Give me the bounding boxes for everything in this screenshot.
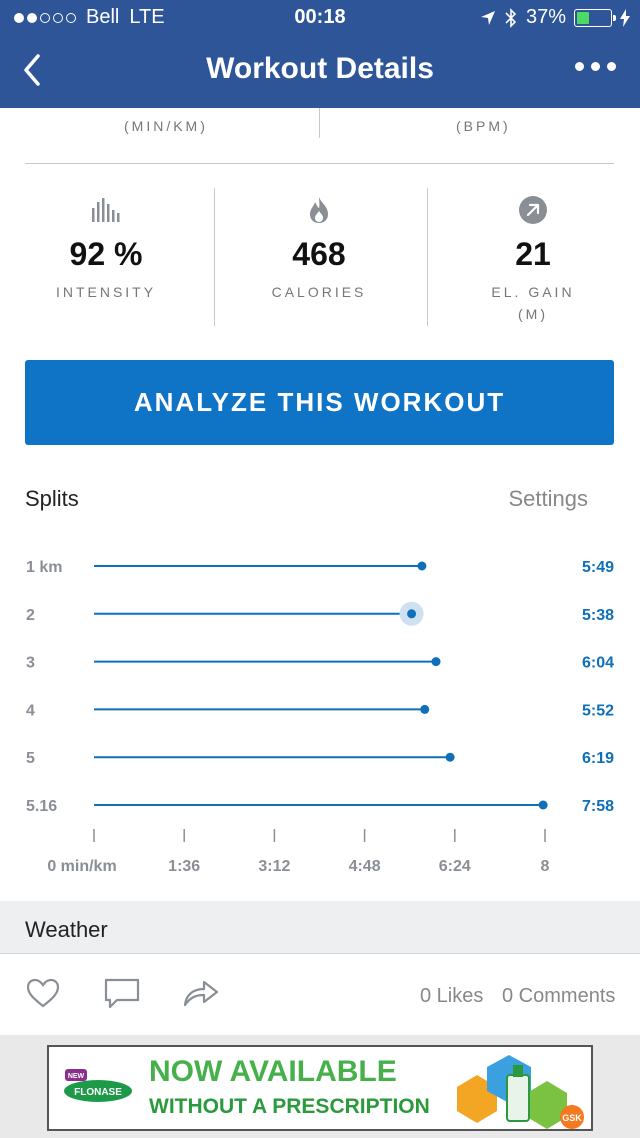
network-type: LTE [129,6,165,28]
split-value: 5:38 [582,607,614,624]
top-bar: Bell LTE 00:18 37% Workout Details [0,0,640,108]
x-tick-label: 3:12 [258,858,290,875]
bar-chart-icon [92,198,120,222]
divider [214,188,215,326]
ad-brand: FLONASE [74,1087,122,1098]
heart-icon[interactable] [25,977,61,1009]
split-point [417,561,427,571]
arrow-up-right-icon [519,196,547,224]
status-bar: Bell LTE 00:18 37% [0,0,640,36]
split-point [431,657,441,667]
ad-corner-logo: GSK [562,1113,582,1123]
split-label: 1 km [26,559,62,576]
analyze-workout-button[interactable]: ANALYZE THIS WORKOUT [25,360,614,445]
split-point [538,800,548,810]
bluetooth-icon [505,7,517,28]
comment-icon[interactable] [103,977,141,1011]
calories-value: 468 [292,236,346,272]
elevation-value: 21 [515,236,551,272]
weather-section[interactable]: Weather [0,901,640,954]
divider [427,188,428,326]
split-label: 4 [26,702,35,719]
ad-brand-top: NEW [68,1073,85,1080]
split-value: 6:19 [582,750,614,767]
page-title: Workout Details [206,52,434,85]
ad-headline: NOW AVAILABLE [149,1055,397,1088]
comments-count[interactable]: 0 Comments [502,985,616,1007]
divider [319,108,320,138]
splits-settings-link[interactable]: Settings [508,486,589,511]
splits-chart: 1 km 5:49 2 5:38 3 6:04 4 5:52 5 6:19 5.16 7:58 0 mi… [26,559,614,875]
flonase-logo: NEW FLONASE [64,1069,132,1102]
intensity-label: INTENSITY [55,284,157,300]
x-tick-label: 4:48 [349,858,381,875]
split-value: 7:58 [582,798,614,815]
calories-label: CALORIES [271,284,367,300]
split-value: 5:49 [582,559,614,576]
signal-strength [14,12,76,23]
split-label: 2 [26,607,35,624]
flame-icon [310,197,328,223]
heart-rate-unit: (BPM) [456,118,511,134]
elevation-unit: (M) [518,306,548,322]
splits-title: Splits [25,486,79,511]
split-label: 5.16 [26,798,57,815]
battery-percent: 37% [525,6,566,28]
split-point [407,609,417,619]
ad-banner[interactable]: NEW FLONASE NOW AVAILABLE WITHOUT A PRES… [47,1045,593,1131]
ad-banner-area: NEW FLONASE NOW AVAILABLE WITHOUT A PRES… [0,1035,640,1138]
carrier: Bell [86,6,120,28]
x-tick-label: 1:36 [168,858,200,875]
divider [25,163,614,164]
ad-subline: WITHOUT A PRESCRIPTION [149,1095,430,1118]
split-value: 5:52 [582,702,614,719]
intensity-value: 92 % [69,236,143,272]
share-icon[interactable] [182,977,220,1009]
elevation-label: EL. GAIN (M) [491,284,575,322]
stat-calories: 468 CALORIES [224,190,414,303]
split-label: 5 [26,750,35,767]
x-tick-label: 0 min/km [47,858,116,875]
split-value: 6:04 [582,655,614,672]
charging-icon [620,8,630,27]
more-dots-icon[interactable] [575,62,616,71]
social-bar: 0 Likes 0 Comments [0,955,640,1035]
x-tick-label: 6:24 [439,858,471,875]
units-row: (MIN/KM) (BPM) [0,108,640,164]
stat-intensity: 92 % INTENSITY [11,190,201,303]
x-tick-label: 8 [541,858,550,875]
stat-elevation: 21 EL. GAIN (M) [438,190,628,325]
likes-count[interactable]: 0 Likes [420,985,484,1007]
clock: 00:18 [294,6,346,28]
split-label: 3 [26,655,35,672]
battery-icon [574,8,616,27]
split-point [445,752,455,762]
split-point [420,704,430,714]
pace-unit: (MIN/KM) [124,118,208,134]
location-icon [480,10,495,25]
weather-title: Weather [25,917,108,942]
chevron-left-icon[interactable] [18,52,48,88]
product-image: GSK [457,1055,584,1129]
